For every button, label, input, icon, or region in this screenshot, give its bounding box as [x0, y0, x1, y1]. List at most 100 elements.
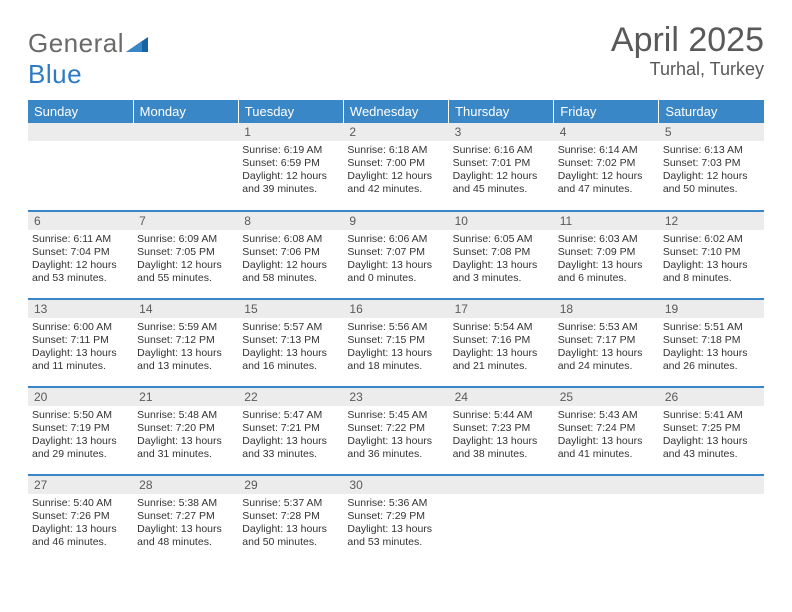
calendar-cell: 21Sunrise: 5:48 AMSunset: 7:20 PMDayligh…: [133, 387, 238, 475]
location-label: Turhal, Turkey: [611, 59, 764, 80]
sunrise-line: Sunrise: 6:06 AM: [347, 233, 444, 246]
daylight-line: Daylight: 13 hours and 33 minutes.: [242, 435, 339, 461]
day-number: 18: [554, 300, 659, 318]
calendar-week-row: 1Sunrise: 6:19 AMSunset: 6:59 PMDaylight…: [28, 123, 764, 211]
day-content: Sunrise: 5:48 AMSunset: 7:20 PMDaylight:…: [133, 406, 238, 466]
sunrise-line: Sunrise: 5:45 AM: [347, 409, 444, 422]
day-number: 13: [28, 300, 133, 318]
day-number: 22: [238, 388, 343, 406]
logo-triangle-icon: [126, 28, 148, 59]
calendar-body: 1Sunrise: 6:19 AMSunset: 6:59 PMDaylight…: [28, 123, 764, 563]
day-number: 11: [554, 212, 659, 230]
sunrise-line: Sunrise: 5:48 AM: [137, 409, 234, 422]
day-number: 3: [449, 123, 554, 141]
calendar-page: GeneralBlue April 2025 Turhal, Turkey Su…: [0, 0, 792, 612]
sunrise-line: Sunrise: 6:05 AM: [453, 233, 550, 246]
col-friday: Friday: [554, 100, 659, 123]
title-block: April 2025 Turhal, Turkey: [611, 22, 764, 80]
weekday-header-row: Sunday Monday Tuesday Wednesday Thursday…: [28, 100, 764, 123]
day-content: Sunrise: 6:03 AMSunset: 7:09 PMDaylight:…: [554, 230, 659, 290]
day-number: 7: [133, 212, 238, 230]
sunset-line: Sunset: 7:18 PM: [663, 334, 760, 347]
calendar-cell: 1Sunrise: 6:19 AMSunset: 6:59 PMDaylight…: [238, 123, 343, 211]
sunrise-line: Sunrise: 6:00 AM: [32, 321, 129, 334]
daylight-line: Daylight: 12 hours and 42 minutes.: [347, 170, 444, 196]
daylight-line: Daylight: 13 hours and 24 minutes.: [558, 347, 655, 373]
day-content: Sunrise: 5:47 AMSunset: 7:21 PMDaylight:…: [238, 406, 343, 466]
calendar-cell: 29Sunrise: 5:37 AMSunset: 7:28 PMDayligh…: [238, 475, 343, 563]
day-number-empty: [28, 123, 133, 141]
day-number-empty: [449, 476, 554, 494]
daylight-line: Daylight: 13 hours and 53 minutes.: [347, 523, 444, 549]
day-content: Sunrise: 5:51 AMSunset: 7:18 PMDaylight:…: [659, 318, 764, 378]
sunrise-line: Sunrise: 6:02 AM: [663, 233, 760, 246]
daylight-line: Daylight: 12 hours and 55 minutes.: [137, 259, 234, 285]
day-content: Sunrise: 6:06 AMSunset: 7:07 PMDaylight:…: [343, 230, 448, 290]
day-number: 30: [343, 476, 448, 494]
sunset-line: Sunset: 7:00 PM: [347, 157, 444, 170]
day-content: Sunrise: 6:13 AMSunset: 7:03 PMDaylight:…: [659, 141, 764, 201]
calendar-week-row: 13Sunrise: 6:00 AMSunset: 7:11 PMDayligh…: [28, 299, 764, 387]
sunset-line: Sunset: 7:20 PM: [137, 422, 234, 435]
sunrise-line: Sunrise: 6:13 AM: [663, 144, 760, 157]
daylight-line: Daylight: 13 hours and 13 minutes.: [137, 347, 234, 373]
calendar-cell: 12Sunrise: 6:02 AMSunset: 7:10 PMDayligh…: [659, 211, 764, 299]
sunrise-line: Sunrise: 5:57 AM: [242, 321, 339, 334]
calendar-cell: 14Sunrise: 5:59 AMSunset: 7:12 PMDayligh…: [133, 299, 238, 387]
daylight-line: Daylight: 12 hours and 53 minutes.: [32, 259, 129, 285]
day-number-empty: [554, 476, 659, 494]
daylight-line: Daylight: 13 hours and 0 minutes.: [347, 259, 444, 285]
sunset-line: Sunset: 7:12 PM: [137, 334, 234, 347]
daylight-line: Daylight: 12 hours and 47 minutes.: [558, 170, 655, 196]
calendar-cell: 23Sunrise: 5:45 AMSunset: 7:22 PMDayligh…: [343, 387, 448, 475]
day-content: Sunrise: 5:45 AMSunset: 7:22 PMDaylight:…: [343, 406, 448, 466]
daylight-line: Daylight: 12 hours and 39 minutes.: [242, 170, 339, 196]
calendar-cell: 13 Sunrise: 6:00 AMSunset: 7:11 PMDayligh…: [28, 299, 133, 387]
day-content: Sunrise: 6:19 AMSunset: 6:59 PMDaylight:…: [238, 141, 343, 201]
day-content: Sunrise: 5:37 AMSunset: 7:28 PMDaylight:…: [238, 494, 343, 554]
calendar-cell: 15Sunrise: 5:57 AMSunset: 7:13 PMDayligh…: [238, 299, 343, 387]
daylight-line: Daylight: 13 hours and 16 minutes.: [242, 347, 339, 373]
calendar-cell: 27Sunrise: 5:40 AMSunset: 7:26 PMDayligh…: [28, 475, 133, 563]
col-sunday: Sunday: [28, 100, 133, 123]
daylight-line: Daylight: 13 hours and 41 minutes.: [558, 435, 655, 461]
sunset-line: Sunset: 7:08 PM: [453, 246, 550, 259]
calendar-cell: 6Sunrise: 6:11 AMSunset: 7:04 PMDaylight…: [28, 211, 133, 299]
daylight-line: Daylight: 13 hours and 18 minutes.: [347, 347, 444, 373]
day-number: 4: [554, 123, 659, 141]
daylight-line: Daylight: 13 hours and 11 minutes.: [32, 347, 129, 373]
day-number: 17: [449, 300, 554, 318]
calendar-week-row: 20Sunrise: 5:50 AMSunset: 7:19 PMDayligh…: [28, 387, 764, 475]
daylight-line: Daylight: 13 hours and 3 minutes.: [453, 259, 550, 285]
sunset-line: Sunset: 7:03 PM: [663, 157, 760, 170]
month-title: April 2025: [611, 22, 764, 59]
sunset-line: Sunset: 7:04 PM: [32, 246, 129, 259]
calendar-cell: [554, 475, 659, 563]
day-content: Sunrise: 6:18 AMSunset: 7:00 PMDaylight:…: [343, 141, 448, 201]
day-content: Sunrise: 6:09 AMSunset: 7:05 PMDaylight:…: [133, 230, 238, 290]
sunrise-line: Sunrise: 6:09 AM: [137, 233, 234, 246]
daylight-line: Daylight: 13 hours and 43 minutes.: [663, 435, 760, 461]
daylight-line: Daylight: 13 hours and 6 minutes.: [558, 259, 655, 285]
day-content: Sunrise: 6:05 AMSunset: 7:08 PMDaylight:…: [449, 230, 554, 290]
sunset-line: Sunset: 7:22 PM: [347, 422, 444, 435]
sunrise-line: Sunrise: 5:41 AM: [663, 409, 760, 422]
sunrise-line: Sunrise: 5:40 AM: [32, 497, 129, 510]
sunrise-line: Sunrise: 6:08 AM: [242, 233, 339, 246]
day-content: Sunrise: 6:11 AMSunset: 7:04 PMDaylight:…: [28, 230, 133, 290]
sunrise-line: Sunrise: 5:47 AM: [242, 409, 339, 422]
col-monday: Monday: [133, 100, 238, 123]
logo-word1: General: [28, 28, 124, 58]
calendar-cell: 8Sunrise: 6:08 AMSunset: 7:06 PMDaylight…: [238, 211, 343, 299]
sunset-line: Sunset: 7:11 PM: [32, 334, 129, 347]
day-number: 9: [343, 212, 448, 230]
sunset-line: Sunset: 7:02 PM: [558, 157, 655, 170]
daylight-line: Daylight: 13 hours and 50 minutes.: [242, 523, 339, 549]
sunrise-line: Sunrise: 5:50 AM: [32, 409, 129, 422]
day-content: Sunrise: 5:38 AMSunset: 7:27 PMDaylight:…: [133, 494, 238, 554]
sunset-line: Sunset: 7:09 PM: [558, 246, 655, 259]
sunrise-line: Sunrise: 5:56 AM: [347, 321, 444, 334]
day-number: 6: [28, 212, 133, 230]
day-content: Sunrise: 5:53 AMSunset: 7:17 PMDaylight:…: [554, 318, 659, 378]
daylight-line: Daylight: 12 hours and 45 minutes.: [453, 170, 550, 196]
